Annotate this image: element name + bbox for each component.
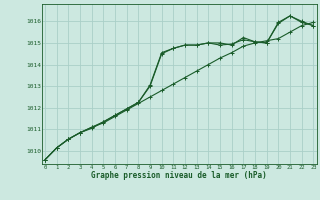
X-axis label: Graphe pression niveau de la mer (hPa): Graphe pression niveau de la mer (hPa) [91, 171, 267, 180]
